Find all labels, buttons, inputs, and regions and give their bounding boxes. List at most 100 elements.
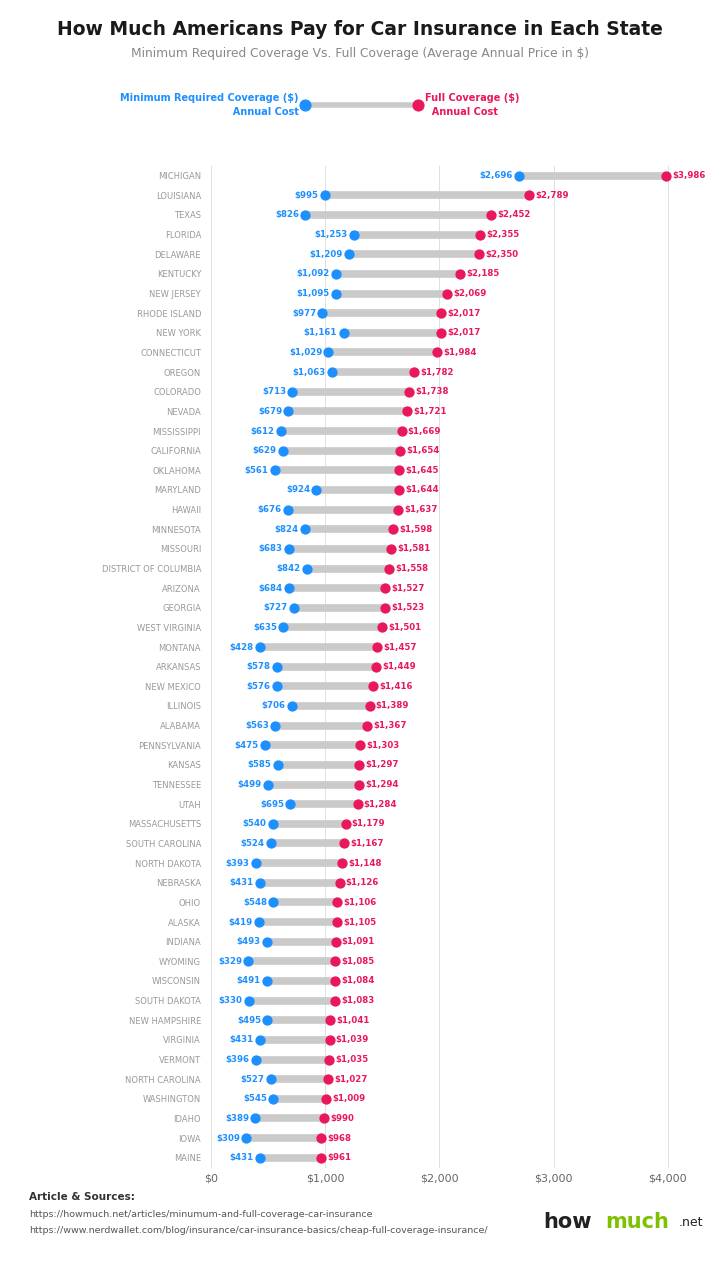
Point (323, 1049, 335, 1069)
Text: $1,085: $1,085 (341, 957, 374, 966)
Text: $1,645: $1,645 (405, 466, 438, 475)
Text: $1,294: $1,294 (365, 780, 398, 789)
Text: How Much Americans Pay for Car Insurance in Each State: How Much Americans Pay for Car Insurance… (57, 20, 663, 40)
Point (243, 990, 254, 1011)
Text: $1,027: $1,027 (335, 1074, 368, 1083)
Text: $713: $713 (262, 387, 286, 397)
Text: $1,092: $1,092 (296, 269, 329, 278)
Text: $431: $431 (230, 1154, 254, 1162)
Text: .net: .net (679, 1216, 703, 1229)
Point (331, 892, 343, 912)
Text: $2,452: $2,452 (498, 211, 531, 219)
Text: $629: $629 (253, 447, 276, 456)
Text: how: how (544, 1212, 592, 1233)
Point (240, 1128, 252, 1148)
Text: $1,084: $1,084 (341, 976, 374, 985)
Text: $2,350: $2,350 (485, 250, 518, 259)
Text: $1,083: $1,083 (341, 997, 374, 1005)
Text: $1,367: $1,367 (373, 721, 407, 730)
Text: $635: $635 (253, 623, 277, 632)
Point (243, 951, 254, 971)
Point (329, 951, 341, 971)
Text: $2,017: $2,017 (448, 328, 481, 337)
Point (338, 323, 349, 343)
Point (323, 342, 334, 362)
Text: $1,209: $1,209 (310, 250, 343, 259)
Point (340, 814, 351, 835)
Point (660, 166, 672, 186)
Text: $1,644: $1,644 (405, 485, 438, 494)
Text: $548: $548 (243, 898, 267, 907)
Text: $683: $683 (258, 545, 283, 554)
Point (262, 775, 274, 795)
Text: $961: $961 (327, 1154, 351, 1162)
Text: $495: $495 (237, 1016, 261, 1025)
Text: $545: $545 (243, 1095, 267, 1104)
Text: $1,581: $1,581 (397, 545, 431, 554)
Text: $995: $995 (294, 191, 318, 200)
Text: $977: $977 (292, 309, 316, 318)
Point (413, 96, 424, 116)
Point (287, 382, 298, 402)
Point (315, 1147, 326, 1168)
Text: $990: $990 (330, 1114, 354, 1123)
Point (283, 578, 294, 598)
Text: $419: $419 (228, 917, 253, 926)
Text: $329: $329 (218, 957, 242, 966)
Point (402, 401, 413, 421)
Text: $1,457: $1,457 (384, 643, 417, 652)
Text: $585: $585 (248, 760, 271, 769)
Text: $1,984: $1,984 (444, 348, 477, 357)
Text: $576: $576 (246, 681, 271, 690)
Text: https://www.nerdwallet.com/blog/insurance/car-insurance-basics/cheap-full-covera: https://www.nerdwallet.com/blog/insuranc… (29, 1226, 487, 1235)
Point (409, 362, 420, 383)
Text: $2,017: $2,017 (448, 309, 481, 318)
Point (283, 401, 294, 421)
Text: $527: $527 (240, 1074, 265, 1083)
Point (474, 225, 485, 245)
Point (523, 185, 535, 205)
Point (250, 1109, 261, 1129)
Point (261, 971, 273, 991)
Point (436, 323, 447, 343)
Text: $1,095: $1,095 (297, 290, 330, 299)
Text: $1,389: $1,389 (376, 702, 409, 711)
Text: $1,009: $1,009 (333, 1095, 366, 1104)
Text: $1,738: $1,738 (415, 387, 449, 397)
Point (379, 578, 391, 598)
Point (278, 618, 289, 638)
Text: $540: $540 (243, 819, 266, 828)
Text: $2,355: $2,355 (486, 230, 519, 239)
Point (269, 716, 281, 736)
Text: $1,449: $1,449 (382, 662, 416, 671)
Point (253, 912, 264, 933)
Point (361, 716, 373, 736)
Point (354, 735, 366, 755)
Point (261, 931, 273, 952)
Point (392, 499, 404, 519)
Text: $1,063: $1,063 (293, 367, 326, 376)
Text: $676: $676 (258, 505, 282, 514)
Text: $396: $396 (226, 1055, 250, 1064)
Point (330, 931, 341, 952)
Text: $1,091: $1,091 (342, 937, 375, 947)
Text: $1,253: $1,253 (315, 230, 348, 239)
Point (371, 656, 382, 676)
Text: $393: $393 (225, 859, 250, 868)
Text: $491: $491 (237, 976, 261, 985)
Point (334, 873, 346, 893)
Text: $824: $824 (274, 524, 299, 533)
Text: $1,654: $1,654 (406, 447, 439, 456)
Text: $3,986: $3,986 (672, 171, 706, 180)
Text: $493: $493 (237, 937, 261, 947)
Point (383, 559, 395, 579)
Point (250, 852, 261, 873)
Point (300, 519, 311, 540)
Text: $1,598: $1,598 (400, 524, 433, 533)
Point (254, 873, 266, 893)
Point (254, 637, 266, 657)
Point (343, 244, 355, 264)
Point (277, 440, 289, 461)
Text: $524: $524 (240, 840, 264, 849)
Point (387, 519, 399, 540)
